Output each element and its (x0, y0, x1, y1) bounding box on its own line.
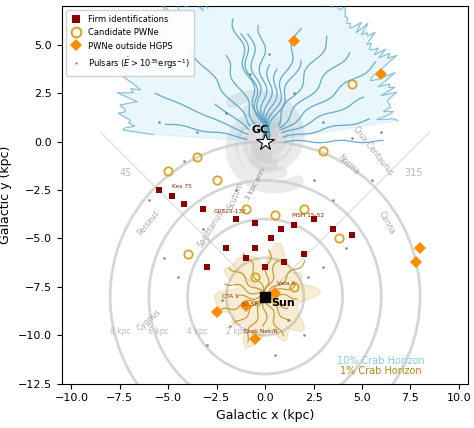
Text: MSH 15-52: MSH 15-52 (292, 213, 324, 218)
X-axis label: Galactic x (kpc): Galactic x (kpc) (216, 409, 314, 422)
Text: GC: GC (252, 125, 269, 135)
Polygon shape (215, 243, 320, 348)
Text: 2 kpc: 2 kpc (226, 327, 246, 336)
Legend: Firm identifications, Candidate PWNe, PWNe outside HGPS, Pulsars ($\dot{E}>10^{3: Firm identifications, Candidate PWNe, PW… (66, 10, 194, 76)
Text: 45: 45 (120, 169, 132, 178)
Text: Cygnus: Cygnus (136, 307, 163, 333)
Y-axis label: Galactic y (kpc): Galactic y (kpc) (0, 146, 12, 244)
Text: 315: 315 (404, 169, 423, 178)
Text: 3C 58: 3C 58 (241, 302, 258, 307)
Text: 8 kpc: 8 kpc (109, 327, 130, 336)
Text: Sun: Sun (271, 298, 295, 308)
Text: Crux-Centaurus: Crux-Centaurus (351, 125, 396, 178)
Text: Perseus: Perseus (136, 208, 162, 238)
Text: G0825-137: G0825-137 (214, 209, 246, 214)
Text: Crab Neb/R: Crab Neb/R (244, 329, 278, 334)
Text: Norma: Norma (336, 153, 361, 177)
Text: 4 kpc: 4 kpc (187, 327, 208, 336)
Polygon shape (117, 0, 398, 140)
Text: Sagittarius: Sagittarius (196, 208, 226, 249)
Text: Vela X: Vela X (277, 280, 296, 285)
Text: 1% Crab Horizon: 1% Crab Horizon (340, 366, 422, 376)
Text: CTA 1: CTA 1 (222, 294, 238, 299)
Text: 10% Crab Horizon: 10% Crab Horizon (337, 357, 425, 366)
Text: 6 kpc: 6 kpc (148, 327, 169, 336)
Text: 3 kpc arm: 3 kpc arm (245, 167, 266, 201)
Text: Scutum: Scutum (227, 181, 246, 211)
Text: Kes 75: Kes 75 (172, 184, 192, 189)
Text: Carina: Carina (377, 210, 397, 236)
